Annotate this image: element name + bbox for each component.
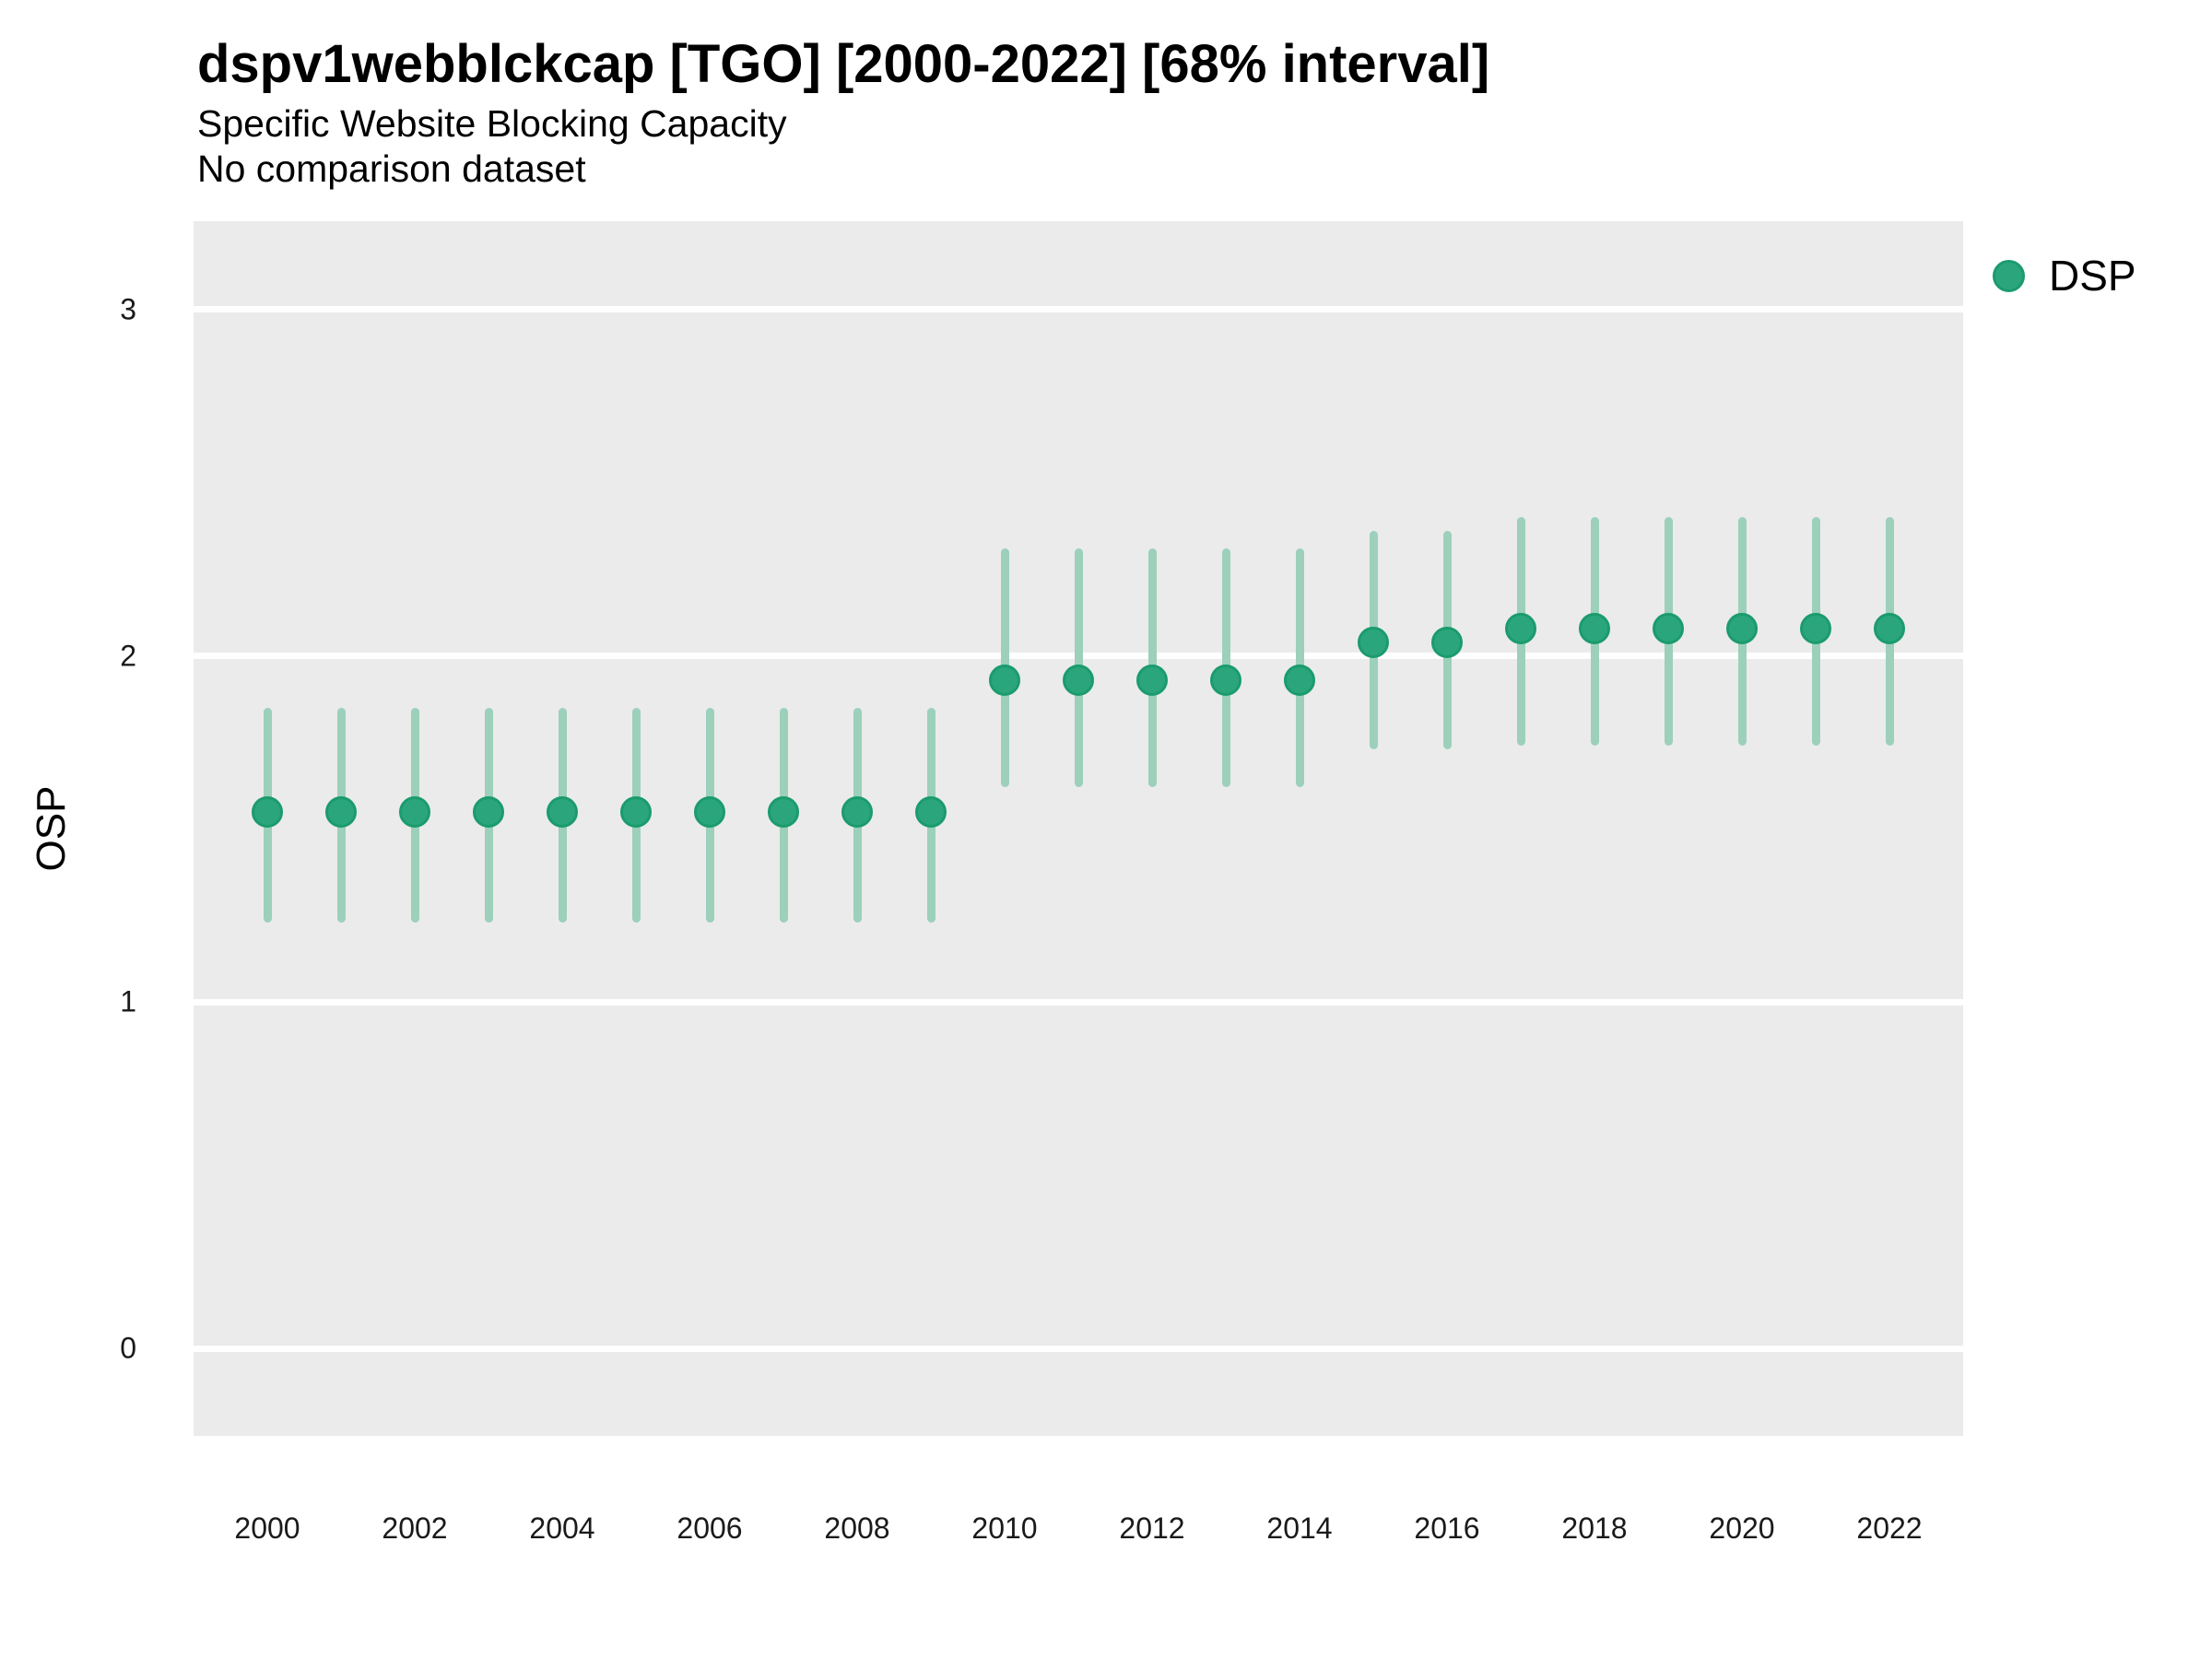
y-tick-label-1: 1 <box>120 984 136 1018</box>
chart-note: No comparison dataset <box>197 147 586 190</box>
point-2021 <box>1800 612 1831 644</box>
point-2009 <box>915 795 947 828</box>
point-2017 <box>1505 612 1536 644</box>
point-2005 <box>620 795 652 828</box>
chart-title: dspv1webblckcap [TGO] [2000-2022] [68% i… <box>197 34 1490 94</box>
point-2010 <box>989 664 1020 696</box>
point-2001 <box>325 795 357 828</box>
point-2014 <box>1284 664 1315 696</box>
chart-subtitle: Specific Website Blocking Capacity <box>197 102 787 145</box>
legend-label: DSP <box>2049 252 2136 300</box>
x-tick-label-2022: 2022 <box>1856 1512 1923 1545</box>
plot-panel <box>194 221 1963 1436</box>
x-tick-label-2004: 2004 <box>529 1512 595 1545</box>
point-2022 <box>1874 612 1905 644</box>
x-tick-label-2000: 2000 <box>234 1512 300 1545</box>
point-2003 <box>473 795 504 828</box>
point-2015 <box>1358 626 1389 658</box>
point-2011 <box>1063 664 1094 696</box>
x-tick-label-2010: 2010 <box>971 1512 1038 1545</box>
point-2000 <box>252 795 283 828</box>
point-2008 <box>841 795 873 828</box>
y-tick-label-0: 0 <box>120 1331 136 1365</box>
point-2020 <box>1726 612 1758 644</box>
point-2013 <box>1210 664 1241 696</box>
legend: DSP <box>1993 252 2136 300</box>
gridline-y-1 <box>194 998 1963 1006</box>
point-2019 <box>1653 612 1684 644</box>
gridline-y-3 <box>194 306 1963 313</box>
x-tick-label-2016: 2016 <box>1414 1512 1480 1545</box>
x-tick-label-2018: 2018 <box>1561 1512 1628 1545</box>
x-tick-label-2012: 2012 <box>1119 1512 1185 1545</box>
point-2004 <box>547 795 578 828</box>
point-2018 <box>1579 612 1610 644</box>
legend-point-icon <box>1993 259 2025 292</box>
x-tick-label-2014: 2014 <box>1266 1512 1333 1545</box>
point-2006 <box>694 795 725 828</box>
gridline-y-0 <box>194 1345 1963 1352</box>
y-axis-title: OSP <box>29 785 74 872</box>
y-tick-label-3: 3 <box>120 292 136 326</box>
y-tick-label-2: 2 <box>120 639 136 673</box>
point-2016 <box>1431 626 1463 658</box>
point-2002 <box>399 795 430 828</box>
x-tick-label-2008: 2008 <box>824 1512 890 1545</box>
x-tick-label-2006: 2006 <box>677 1512 743 1545</box>
x-tick-label-2002: 2002 <box>382 1512 448 1545</box>
point-2012 <box>1136 664 1168 696</box>
point-2007 <box>768 795 799 828</box>
x-tick-label-2020: 2020 <box>1709 1512 1775 1545</box>
